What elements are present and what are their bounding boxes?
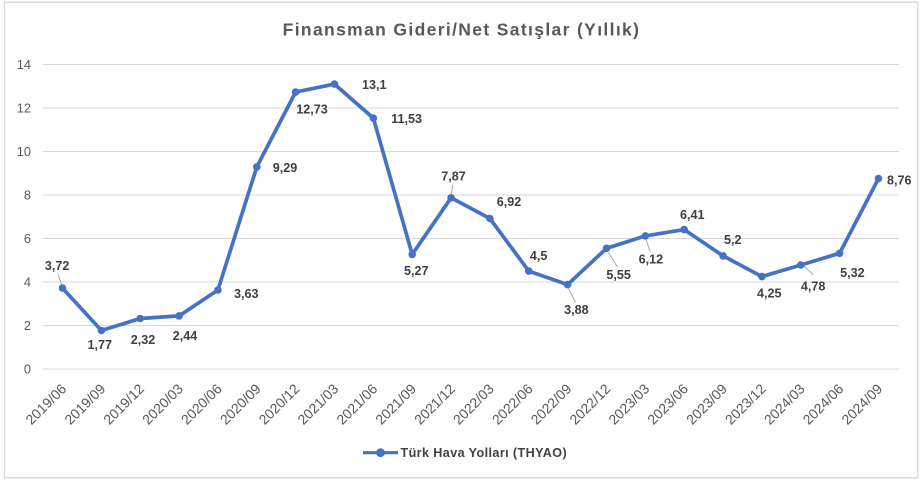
svg-text:6,41: 6,41 — [680, 208, 705, 222]
svg-text:11,53: 11,53 — [391, 112, 422, 126]
svg-text:6,12: 6,12 — [639, 252, 664, 266]
svg-text:2,32: 2,32 — [131, 333, 156, 347]
svg-text:4,5: 4,5 — [530, 249, 548, 263]
svg-text:6: 6 — [24, 231, 31, 246]
svg-text:2,44: 2,44 — [173, 329, 198, 343]
svg-text:7,87: 7,87 — [441, 170, 466, 184]
svg-text:Finansman Gideri/Net Satışlar: Finansman Gideri/Net Satışlar (Yıllık) — [283, 20, 641, 40]
svg-text:4: 4 — [24, 275, 31, 290]
svg-text:Türk Hava Yolları (THYAO): Türk Hava Yolları (THYAO) — [401, 446, 568, 460]
svg-text:5,55: 5,55 — [606, 268, 631, 282]
svg-text:14: 14 — [17, 57, 31, 72]
svg-text:6,92: 6,92 — [497, 195, 522, 209]
svg-text:3,88: 3,88 — [564, 303, 589, 317]
svg-text:8: 8 — [24, 188, 31, 203]
svg-text:4,25: 4,25 — [757, 286, 782, 300]
svg-text:12: 12 — [17, 101, 31, 116]
svg-text:3,72: 3,72 — [45, 259, 70, 273]
svg-text:3,63: 3,63 — [234, 287, 259, 301]
svg-text:5,27: 5,27 — [404, 264, 429, 278]
svg-text:10: 10 — [17, 144, 31, 159]
svg-text:13,1: 13,1 — [362, 78, 387, 92]
svg-text:9,29: 9,29 — [273, 161, 298, 175]
svg-text:5,32: 5,32 — [840, 266, 865, 280]
svg-text:5,2: 5,2 — [724, 233, 742, 247]
svg-text:1,77: 1,77 — [87, 338, 112, 352]
svg-text:4,78: 4,78 — [801, 280, 826, 294]
svg-text:8,76: 8,76 — [887, 174, 912, 188]
svg-text:0: 0 — [24, 362, 31, 377]
svg-text:12,73: 12,73 — [296, 103, 328, 117]
svg-text:2: 2 — [24, 318, 31, 333]
